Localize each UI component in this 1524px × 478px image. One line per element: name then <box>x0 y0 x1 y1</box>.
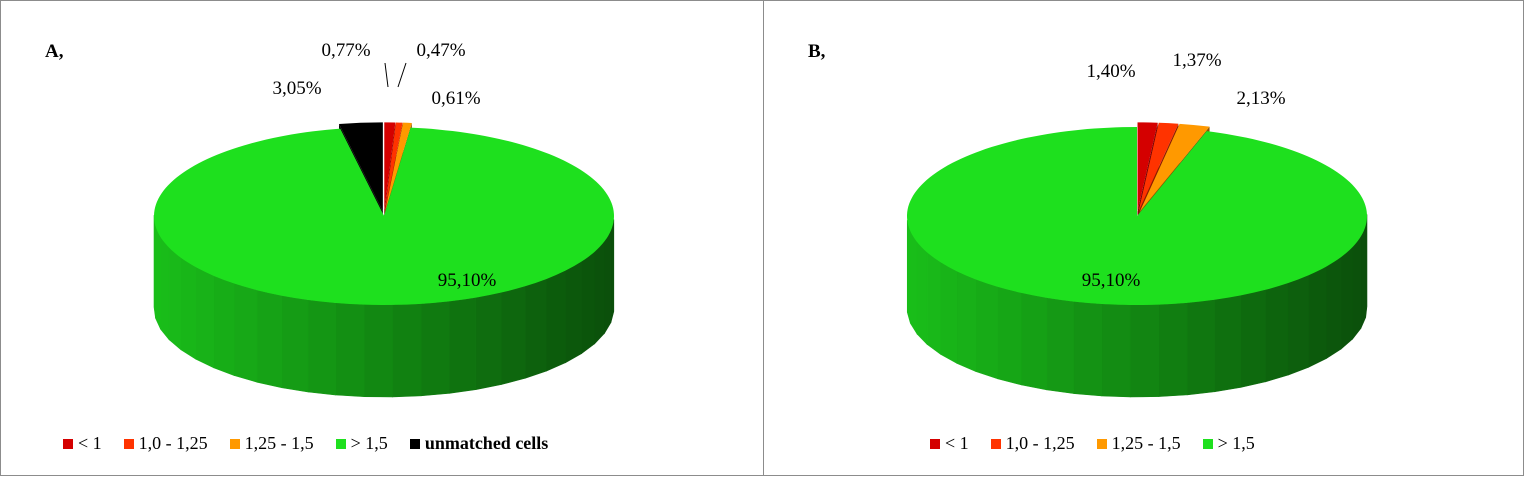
data-label-1-1: 1,37% <box>1172 50 1221 71</box>
leader-line-0-1 <box>397 62 407 88</box>
legend-item-1-1: 1,0 - 1,25 <box>990 433 1075 454</box>
legend-swatch <box>1096 438 1107 449</box>
panel-label-b: B, <box>808 41 826 62</box>
legend-label: 1,25 - 1,5 <box>244 433 314 453</box>
legend-label: < 1 <box>78 433 102 453</box>
data-label-0-2: 0,61% <box>431 88 480 109</box>
legend-label: 1,0 - 1,25 <box>138 433 208 453</box>
pie-chart-b: 1,40% 1,37% 2,13% 95,10% <box>906 50 1368 398</box>
data-label-0-3: 95,10% <box>438 270 497 291</box>
legend-a: < 1 1,0 - 1,25 1,25 - 1,5 > 1,5 unmatched ce… <box>63 433 548 454</box>
legend-item-1-0: < 1 <box>930 433 969 454</box>
data-label-0-0: 0,77% <box>321 40 370 61</box>
data-label-0-4: 3,05% <box>272 78 321 99</box>
legend-swatch <box>335 438 346 449</box>
legend-label: > 1,5 <box>1217 433 1255 453</box>
legend-label: unmatched cells <box>424 433 549 453</box>
legend-swatch <box>409 438 420 449</box>
legend-label: < 1 <box>945 433 969 453</box>
legend-label: > 1,5 <box>350 433 388 453</box>
legend-item-0-0: < 1 <box>63 433 102 454</box>
legend-item-1-3: > 1,5 <box>1202 433 1255 454</box>
chart-panel-a: A, 0,77% 0,47% 0,61% 95,10% 3,05% < 1 1,0 - 1… <box>0 0 765 476</box>
panel-label-a: A, <box>45 41 64 62</box>
legend-label: 1,0 - 1,25 <box>1005 433 1075 453</box>
pie-slice-0-3 <box>153 127 615 398</box>
data-label-1-2: 2,13% <box>1236 88 1285 109</box>
legend-swatch <box>990 438 1001 449</box>
legend-item-0-1: 1,0 - 1,25 <box>123 433 208 454</box>
legend-item-1-2: 1,25 - 1,5 <box>1096 433 1181 454</box>
leader-line-0-0 <box>384 62 389 88</box>
legend-swatch <box>63 438 73 449</box>
data-label-1-3: 95,10% <box>1082 270 1141 291</box>
data-label-0-1: 0,47% <box>416 40 465 61</box>
legend-swatch <box>930 438 940 449</box>
legend-item-0-4: unmatched cells <box>409 433 549 454</box>
legend-swatch <box>1202 438 1213 449</box>
pie-chart-a: 0,77% 0,47% 0,61% 95,10% 3,05% <box>153 40 615 398</box>
data-label-1-0: 1,40% <box>1086 61 1135 82</box>
chart-panel-b: B, 1,40% 1,37% 2,13% 95,10% < 1 1,0 - 1,25 1,… <box>763 0 1524 476</box>
legend-item-0-3: > 1,5 <box>335 433 388 454</box>
legend-label: 1,25 - 1,5 <box>1111 433 1181 453</box>
legend-swatch <box>229 438 240 449</box>
legend-b: < 1 1,0 - 1,25 1,25 - 1,5 > 1,5 <box>930 433 1255 454</box>
legend-swatch <box>123 438 134 449</box>
legend-item-0-2: 1,25 - 1,5 <box>229 433 314 454</box>
pie-slice-1-3 <box>906 127 1368 398</box>
